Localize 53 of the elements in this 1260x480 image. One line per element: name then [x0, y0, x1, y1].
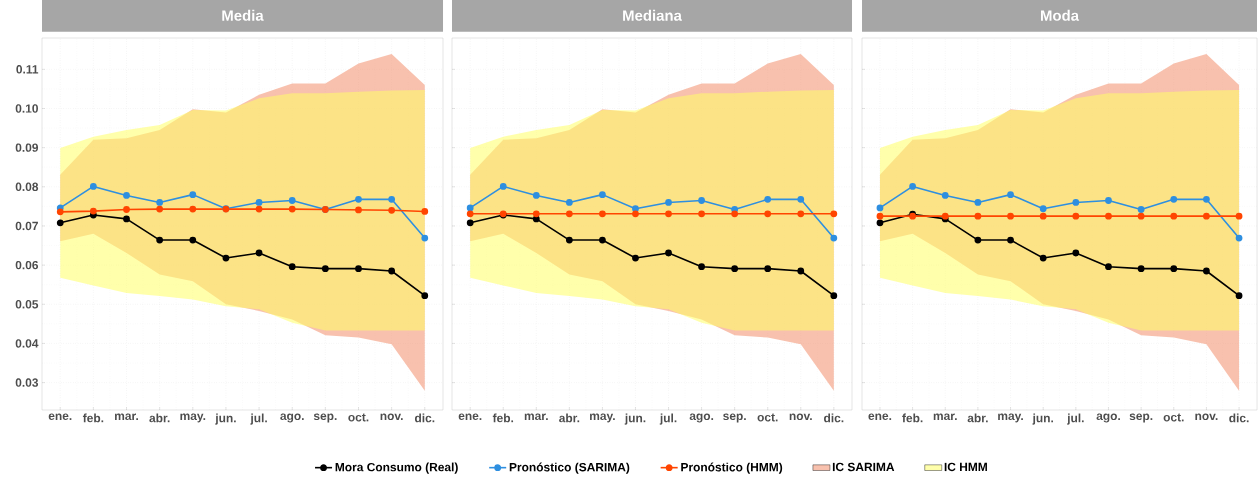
- x-tick-label: oct.: [1163, 413, 1184, 422]
- legend-label: Pronóstico (HMM): [681, 462, 783, 474]
- y-tick-label: 0.08: [15, 182, 39, 192]
- x-tick-label: ago.: [280, 413, 304, 423]
- x-tick-label: oct.: [757, 413, 778, 422]
- x-tick-label: sep.: [1129, 413, 1153, 423]
- x-tick-label: oct.: [348, 413, 369, 422]
- y-tick-label: 0.10: [15, 104, 38, 113]
- x-tick-label: jul.: [1067, 413, 1084, 425]
- x-tick-label: feb.: [902, 413, 923, 423]
- x-tick-label: sep.: [313, 413, 337, 423]
- y-tick-label: 0.07: [15, 221, 38, 231]
- x-tick-label: dic.: [824, 413, 844, 423]
- x-tick-label: mar.: [933, 413, 957, 421]
- x-tick-label: dic.: [1229, 413, 1249, 423]
- x-tick-label: jun.: [215, 413, 236, 425]
- x-tick-label: ago.: [689, 413, 714, 423]
- y-tick-label: 0.11: [16, 65, 39, 74]
- x-tick-label: dic.: [414, 413, 435, 423]
- x-tick-label: jul.: [659, 413, 677, 425]
- x-tick-label: nov.: [380, 413, 403, 421]
- x-tick-label: feb.: [492, 413, 514, 423]
- x-tick-label: abr.: [967, 413, 988, 423]
- legend-label: Mora Consumo (Real): [335, 462, 458, 474]
- x-tick-label: jun.: [624, 413, 646, 425]
- x-tick-label: jul.: [250, 413, 267, 425]
- x-tick-label: abr.: [559, 413, 580, 423]
- x-tick-label: ene.: [48, 413, 72, 421]
- x-tick-label: sep.: [723, 413, 746, 423]
- chart-title: Moda: [1041, 9, 1080, 21]
- y-tick-label: 0.03: [15, 378, 39, 387]
- legend-label: IC HMM: [944, 462, 987, 472]
- x-tick-label: feb.: [82, 413, 104, 423]
- x-tick-label: mar.: [524, 413, 548, 421]
- chart-title: Media: [222, 9, 264, 21]
- legend-label: IC SARIMA: [832, 462, 895, 472]
- x-tick-label: abr.: [149, 413, 170, 423]
- x-tick-label: may.: [180, 413, 206, 423]
- x-tick-label: may.: [998, 413, 1023, 423]
- x-tick-label: mar.: [115, 413, 138, 421]
- x-tick-label: jun.: [1032, 413, 1053, 425]
- y-tick-label: 0.04: [15, 339, 39, 348]
- chart-title: Mediana: [623, 9, 682, 21]
- x-tick-label: nov.: [1195, 413, 1218, 421]
- x-tick-label: ago.: [1096, 413, 1120, 423]
- x-tick-label: nov.: [789, 413, 812, 421]
- y-tick-label: 0.09: [15, 143, 39, 152]
- legend-label: Pronóstico (SARIMA): [509, 462, 630, 474]
- x-tick-label: ene.: [458, 413, 482, 421]
- x-tick-label: may.: [590, 413, 615, 423]
- y-tick-label: 0.05: [15, 300, 39, 309]
- y-tick-label: 0.06: [15, 260, 39, 270]
- x-tick-label: ene.: [868, 413, 892, 421]
